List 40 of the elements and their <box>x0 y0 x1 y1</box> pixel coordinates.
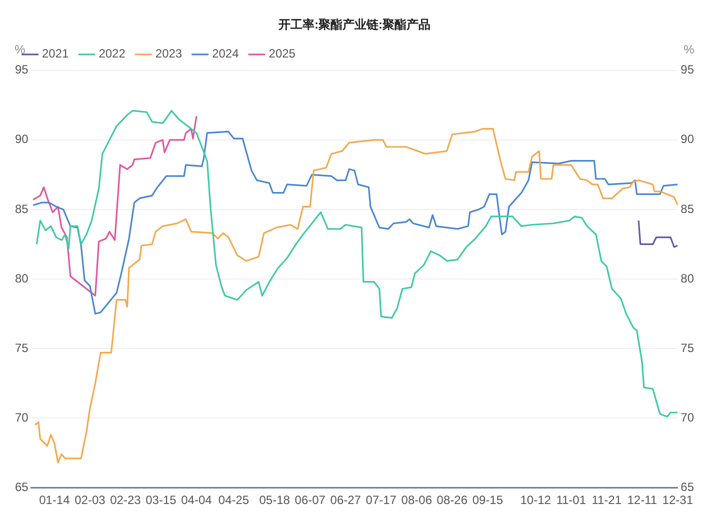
x-tick-label: 02-23 <box>110 493 142 508</box>
legend-label: 2023 <box>155 46 182 61</box>
legend-label: 2022 <box>98 46 126 61</box>
x-tick-label: 09-15 <box>472 493 504 508</box>
y-tick-label: 95 <box>14 62 29 77</box>
x-tick-label: 03-15 <box>146 493 177 508</box>
y-tick-label: 65 <box>14 480 29 494</box>
y2-tick-label: 75 <box>680 340 694 355</box>
y2-tick-label: 70 <box>680 410 694 424</box>
chart-title: 开工率:聚酯产业链:聚酯产品 <box>278 18 430 32</box>
x-tick-label: 08-06 <box>401 493 432 508</box>
y2-tick-label: 85 <box>680 202 694 216</box>
legend-label: 2021 <box>42 46 70 61</box>
x-tick-label: 11-01 <box>556 493 586 508</box>
x-tick-label: 06-07 <box>294 493 326 508</box>
x-tick-label: 05-18 <box>259 493 290 508</box>
x-tick-label: 07-17 <box>366 493 397 508</box>
x-tick-label: 04-25 <box>218 493 250 508</box>
x-tick-label: 08-26 <box>436 493 468 508</box>
y-tick-label: 70 <box>14 410 29 424</box>
x-tick-label: 10-12 <box>520 493 552 508</box>
y-tick-label: 80 <box>14 271 29 286</box>
y-tick-label: 85 <box>14 202 29 216</box>
x-tick-label: 04-04 <box>181 493 212 508</box>
y-axis-title: % <box>14 42 26 57</box>
y2-tick-label: 95 <box>680 62 694 77</box>
x-tick-label: 11-21 <box>592 493 622 508</box>
x-tick-label: 01-14 <box>39 493 70 508</box>
y-tick-label: 90 <box>14 132 29 146</box>
x-tick-label: 12-31 <box>662 493 694 508</box>
legend-label: 2024 <box>212 46 240 61</box>
x-tick-label: 12-11 <box>627 493 658 508</box>
x-tick-label: 06-27 <box>330 493 362 508</box>
y-tick-label: 75 <box>14 340 29 355</box>
y2-tick-label: 65 <box>680 480 694 494</box>
legend-label: 2025 <box>268 46 296 61</box>
y2-tick-label: 80 <box>680 271 694 286</box>
y2-axis-title: % <box>684 42 695 57</box>
x-tick-label: 02-03 <box>74 493 106 508</box>
y2-tick-label: 90 <box>680 132 694 146</box>
